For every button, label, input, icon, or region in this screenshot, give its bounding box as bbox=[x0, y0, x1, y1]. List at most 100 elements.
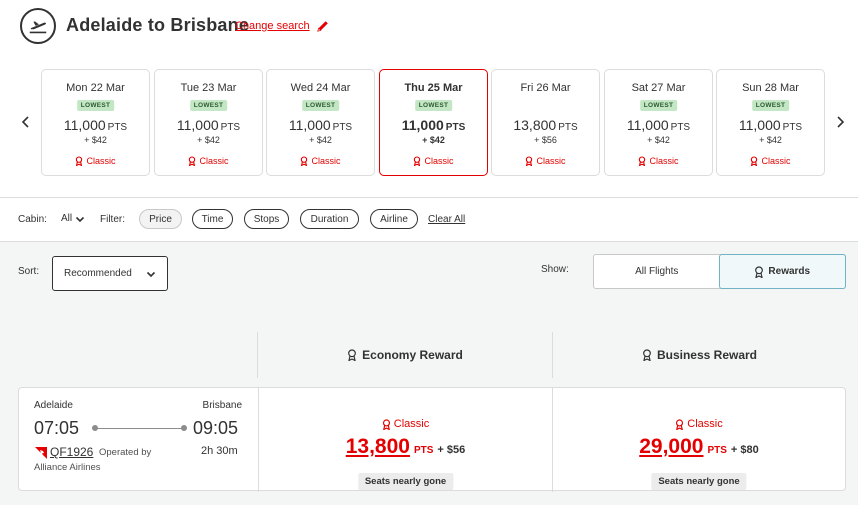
filter-airline[interactable]: Airline bbox=[370, 209, 418, 229]
date-card-fare-type: Classic bbox=[492, 156, 599, 166]
cabin-select[interactable]: All bbox=[61, 213, 85, 224]
date-card-tax: + $42 bbox=[309, 135, 332, 145]
show-all-flights[interactable]: All Flights bbox=[594, 255, 720, 288]
chevron-right-icon[interactable] bbox=[832, 114, 848, 130]
economy-price: 13,800 PTS + $56 bbox=[259, 435, 552, 459]
lowest-badge: LOWEST bbox=[301, 100, 340, 111]
date-card-fare-type: Classic bbox=[267, 156, 374, 166]
lowest-badge: LOWEST bbox=[751, 100, 790, 111]
date-card-date: Tue 23 Mar bbox=[180, 82, 237, 94]
award-icon bbox=[382, 418, 390, 430]
date-card-fare-type-label: Classic bbox=[424, 156, 454, 166]
filter-duration[interactable]: Duration bbox=[300, 209, 359, 229]
date-card-points-unit: PTS bbox=[332, 122, 353, 133]
date-card-fare-type-label: Classic bbox=[311, 156, 341, 166]
chevron-left-icon[interactable] bbox=[18, 114, 34, 130]
date-card-points: 11,000 PTS bbox=[717, 117, 824, 133]
date-card-fare-type: Classic bbox=[605, 156, 712, 166]
show-label: Show: bbox=[541, 264, 569, 275]
economy-points-unit: PTS bbox=[413, 445, 434, 456]
card-divider bbox=[552, 388, 553, 492]
date-card-tax: + $42 bbox=[197, 135, 220, 145]
date-card[interactable]: Sun 28 Mar LOWEST 11,000 PTS + $42 Classic bbox=[716, 69, 825, 176]
economy-seats-badge: Seats nearly gone bbox=[357, 473, 454, 490]
date-card-tax: + $56 bbox=[534, 135, 557, 145]
date-card-date: Mon 22 Mar bbox=[66, 82, 125, 94]
business-column-label: Business Reward bbox=[656, 348, 758, 362]
award-icon bbox=[643, 349, 651, 361]
date-card-date: Thu 25 Mar bbox=[404, 82, 463, 94]
date-card-points-unit: PTS bbox=[558, 122, 578, 133]
date-card-tax: + $42 bbox=[647, 135, 670, 145]
economy-fare-cell[interactable]: Classic 13,800 PTS + $56 Seats nearly go… bbox=[259, 388, 552, 492]
date-card[interactable]: Tue 23 Mar LOWEST 11,000 PTS + $42 Classic bbox=[154, 69, 263, 176]
business-fare-type: Classic bbox=[553, 418, 845, 430]
column-divider bbox=[257, 332, 258, 378]
show-rewards-label: Rewards bbox=[768, 266, 811, 277]
show-rewards[interactable]: Rewards bbox=[718, 254, 846, 289]
qantas-logo-icon bbox=[35, 447, 47, 459]
business-fare-cell[interactable]: Classic 29,000 PTS + $80 Seats nearly go… bbox=[553, 388, 845, 492]
date-card[interactable]: Sat 27 Mar LOWEST 11,000 PTS + $42 Classic bbox=[604, 69, 713, 176]
date-card-points-value: 13,800 bbox=[513, 117, 557, 133]
date-card-points-value: 11,000 bbox=[288, 117, 331, 133]
date-card-fare-type-label: Classic bbox=[536, 156, 566, 166]
date-card[interactable]: Mon 22 Mar LOWEST 11,000 PTS + $42 Classic bbox=[41, 69, 150, 176]
filter-time[interactable]: Time bbox=[192, 209, 233, 229]
business-price: 29,000 PTS + $80 bbox=[553, 435, 845, 459]
route-dot bbox=[92, 425, 98, 431]
date-card-fare-type-label: Classic bbox=[649, 156, 679, 166]
pencil-icon[interactable] bbox=[316, 19, 330, 33]
change-search-link[interactable]: Change search bbox=[235, 20, 310, 32]
filter-stops[interactable]: Stops bbox=[244, 209, 289, 229]
results-area: Sort: Recommended Show: All Flights Rewa… bbox=[0, 242, 858, 505]
date-card-points: 11,000 PTS bbox=[267, 117, 374, 133]
date-card-points-value: 11,000 bbox=[63, 117, 106, 133]
date-card[interactable]: Fri 26 Mar 13,800 PTS + $56 Classic bbox=[491, 69, 600, 176]
award-icon bbox=[639, 156, 646, 166]
economy-fare-type: Classic bbox=[259, 418, 552, 430]
arrival-time: 09:05 bbox=[193, 418, 239, 438]
date-card-points: 11,000 PTS bbox=[605, 117, 712, 133]
business-points-unit: PTS bbox=[707, 445, 727, 456]
economy-fare-type-label: Classic bbox=[393, 418, 430, 430]
card-divider bbox=[258, 388, 259, 492]
date-card-points: 11,000 PTS bbox=[380, 117, 487, 133]
column-divider bbox=[552, 332, 553, 378]
date-card-points-unit: PTS bbox=[670, 122, 691, 133]
flight-number-link[interactable]: QF1926 bbox=[50, 445, 94, 459]
date-card-tax: + $42 bbox=[759, 135, 782, 145]
lowest-badge: LOWEST bbox=[189, 100, 228, 111]
award-icon bbox=[76, 156, 83, 166]
award-icon bbox=[414, 156, 421, 166]
filter-price[interactable]: Price bbox=[139, 209, 182, 229]
economy-column-label: Economy Reward bbox=[362, 348, 463, 362]
date-card[interactable]: Wed 24 Mar LOWEST 11,000 PTS + $42 Classic bbox=[266, 69, 375, 176]
date-card-points: 11,000 PTS bbox=[155, 117, 262, 133]
sort-select[interactable]: Recommended bbox=[52, 256, 168, 291]
clear-all-link[interactable]: Clear All bbox=[428, 214, 466, 225]
award-icon bbox=[676, 418, 684, 430]
date-card-fare-type: Classic bbox=[380, 156, 487, 166]
lowest-badge: LOWEST bbox=[639, 100, 678, 111]
award-icon bbox=[751, 156, 758, 166]
award-icon bbox=[301, 156, 308, 166]
date-card-points-unit: PTS bbox=[220, 122, 241, 133]
date-card-fare-type-label: Classic bbox=[761, 156, 791, 166]
date-card-tax: + $42 bbox=[422, 135, 445, 145]
date-card-date: Fri 26 Mar bbox=[520, 82, 571, 94]
award-icon bbox=[526, 156, 533, 166]
results-header: Adelaide to Brisbane Change search bbox=[0, 0, 858, 52]
economy-tax: + $56 bbox=[437, 444, 466, 456]
lowest-badge: LOWEST bbox=[76, 100, 115, 111]
date-track: Mon 22 Mar LOWEST 11,000 PTS + $42 Classic Tue… bbox=[41, 69, 826, 177]
cabin-label: Cabin: bbox=[18, 214, 47, 225]
business-seats-badge: Seats nearly gone bbox=[651, 473, 747, 490]
date-card-fare-type-label: Classic bbox=[86, 156, 116, 166]
date-card-points: 13,800 PTS bbox=[492, 117, 599, 133]
date-card-fare-type: Classic bbox=[155, 156, 262, 166]
origin-city: Adelaide bbox=[34, 400, 73, 411]
date-card-points-value: 11,000 bbox=[176, 117, 219, 133]
flight-card: Adelaide Brisbane 07:05 09:05 QF1926 Ope… bbox=[18, 387, 846, 492]
date-card[interactable]: Thu 25 Mar LOWEST 11,000 PTS + $42 Classic bbox=[379, 69, 488, 176]
